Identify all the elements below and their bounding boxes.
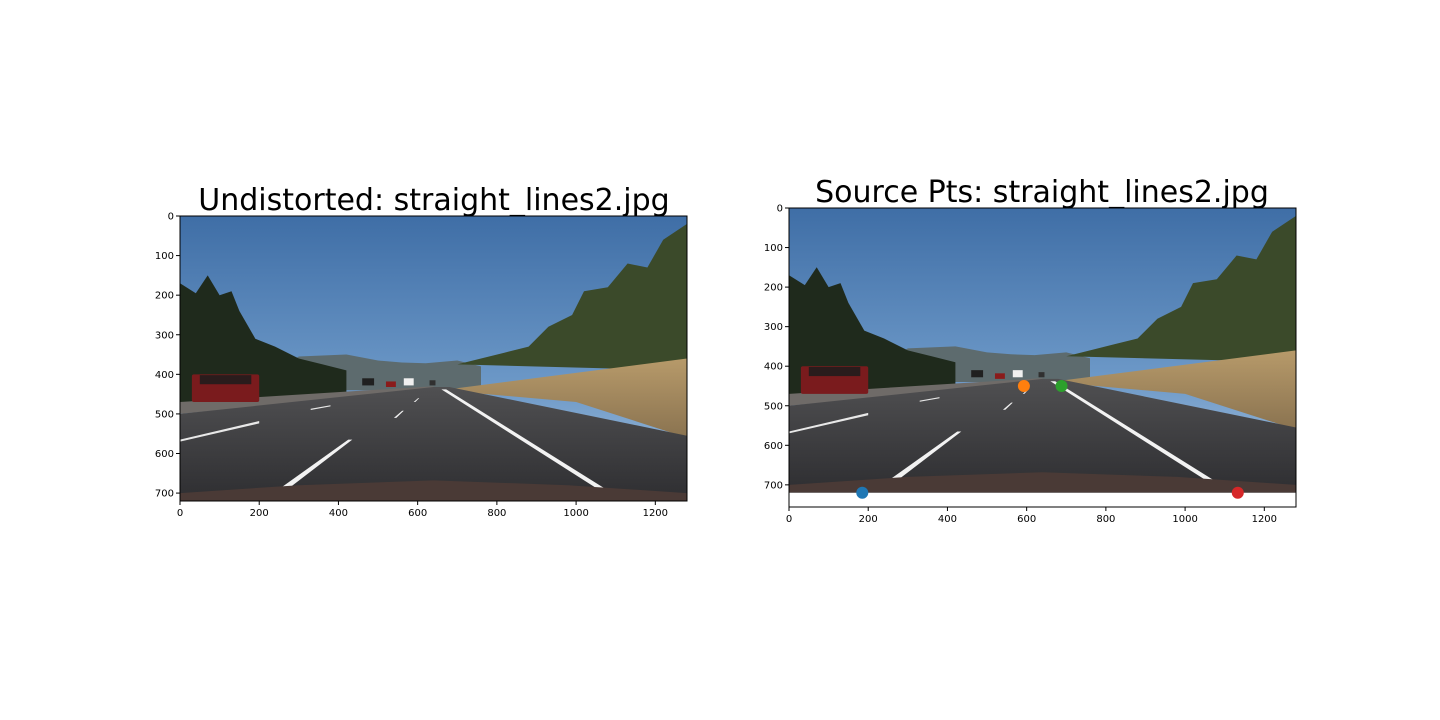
y-tick-label: 500 [155, 409, 174, 420]
right-road-image [789, 208, 1296, 493]
x-tick-label: 1200 [643, 508, 668, 519]
y-tick-label: 700 [764, 480, 783, 491]
y-tick-label: 700 [155, 489, 174, 500]
right-subplot-title: Source Pts: straight_lines2.jpg [815, 175, 1269, 210]
right-image-distant-car [1012, 370, 1023, 378]
right-axes-frame [788, 207, 1297, 508]
right-image-grass [1050, 350, 1296, 430]
left-image-barrier [180, 386, 434, 414]
right-image-distant-car [971, 370, 984, 378]
right-image-lane-dash-2 [1002, 402, 1013, 410]
x-tick-label: 600 [408, 508, 427, 519]
source-point-2 [1017, 379, 1030, 392]
x-tick-label: 0 [786, 514, 792, 525]
y-tick-label: 100 [764, 243, 783, 254]
source-point-3 [1055, 379, 1068, 392]
left-image-far-lane-dash-2 [310, 405, 331, 410]
x-tick-label: 400 [329, 508, 348, 519]
x-tick-label: 1000 [1172, 514, 1197, 525]
y-tick-label: 300 [764, 322, 783, 333]
x-tick-label: 800 [1096, 514, 1115, 525]
y-tick-label: 0 [777, 204, 783, 215]
left-image-left-trees [180, 275, 347, 406]
left-road-image [180, 216, 687, 501]
left-image-red-suv-window [199, 375, 252, 385]
source-point-4 [1231, 486, 1244, 499]
left-axes-ticks: 0 200 400 600 800 1000 1200 0 100 200 300 400 500 600… [155, 212, 668, 520]
left-image-far-lane-dash-1 [180, 421, 260, 442]
x-tick-label: 200 [859, 514, 878, 525]
left-image-car-hood [180, 480, 687, 501]
x-tick-label: 0 [177, 508, 183, 519]
right-image-barrier [789, 378, 1043, 406]
left-image-distant-car [429, 380, 436, 386]
left-image-distant-car [403, 378, 414, 386]
y-tick-label: 600 [764, 441, 783, 452]
right-image-far-lane-dash-1 [789, 412, 869, 434]
y-tick-label: 400 [155, 370, 174, 381]
left-image-lane-dash-1 [279, 439, 353, 490]
right-image-right-trees [1066, 215, 1296, 375]
x-tick-label: 1000 [563, 508, 588, 519]
x-tick-label: 800 [487, 508, 506, 519]
y-tick-label: 200 [155, 291, 174, 302]
left-subplot: Undistorted: straight_lines2.jpg 0 200 400… [155, 183, 688, 520]
right-image-distant-car [1038, 372, 1045, 378]
right-image-far-lane-dash-2 [919, 397, 940, 402]
left-image-right-lane-line [441, 389, 606, 490]
left-subplot-title: Undistorted: straight_lines2.jpg [198, 183, 669, 218]
x-tick-label: 400 [938, 514, 957, 525]
left-axes-frame [179, 215, 688, 502]
right-image-left-trees [789, 267, 956, 398]
left-image-lane-dash-3 [413, 398, 420, 402]
y-tick-label: 400 [764, 362, 783, 373]
x-tick-label: 200 [250, 508, 269, 519]
x-tick-label: 600 [1017, 514, 1036, 525]
y-tick-label: 600 [155, 449, 174, 460]
right-image-lane-dash-1 [888, 431, 962, 481]
left-image-lane-dash-2 [393, 410, 404, 418]
right-image-right-lane-line [1050, 381, 1215, 481]
y-tick-label: 100 [155, 251, 174, 262]
right-subplot: Source Pts: straight_lines2.jpg 0 200 400 6… [764, 175, 1297, 526]
left-image-grass [441, 358, 687, 438]
right-image-distant-car [994, 373, 1005, 379]
left-image-distant-car [362, 378, 375, 386]
y-tick-label: 0 [168, 212, 174, 223]
right-axes-ticks: 0 200 400 600 800 1000 1200 0 100 200 300 400 500 600… [764, 204, 1277, 526]
y-tick-label: 300 [155, 330, 174, 341]
y-tick-label: 500 [764, 401, 783, 412]
left-image-distant-car [385, 381, 396, 387]
right-image-car-hood [789, 472, 1296, 493]
x-tick-label: 1200 [1252, 514, 1277, 525]
source-points [856, 379, 1244, 499]
left-image-right-trees [457, 223, 687, 383]
right-image-red-suv-window [808, 366, 861, 377]
source-point-1 [856, 486, 869, 499]
y-tick-label: 200 [764, 283, 783, 294]
